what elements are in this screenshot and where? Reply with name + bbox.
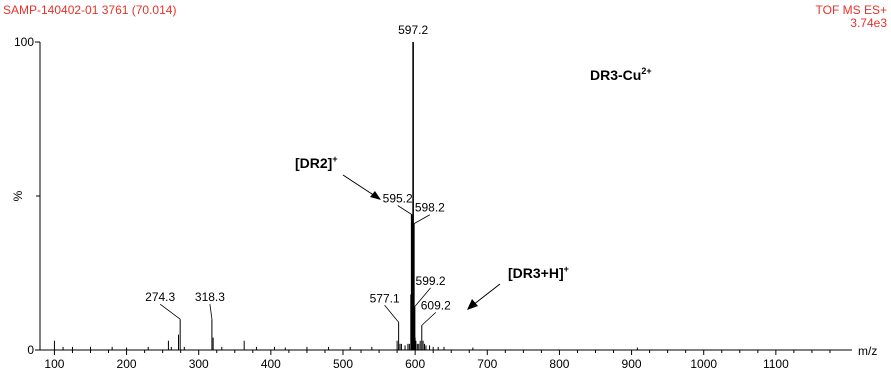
compound-name: DR3-Cu [590,67,641,83]
dr2-annotation: [DR2]+ [295,154,338,171]
x-tick-label: 700 [477,357,497,371]
dr3h-arrow-line [472,283,501,306]
peak-label-599.2: 599.2 [416,274,446,288]
x-tick-label: 900 [622,357,642,371]
sample-id-header: SAMP-140402-01 3761 (70.014) [3,3,176,17]
x-axis-label: m/z [858,344,877,358]
x-tick-label: 100 [44,357,64,371]
peak-label-577.1: 577.1 [370,291,400,305]
x-tick-label: 600 [405,357,425,371]
peak-label-318.3: 318.3 [195,290,225,304]
x-tick-label: 200 [117,357,137,371]
peak-leader-598.2 [413,214,431,225]
compound-annotation: DR3-Cu2+ [590,66,652,83]
y-tick-label: 100 [14,35,34,49]
dr2-name: [DR2] [295,155,332,171]
x-tick-label: 300 [189,357,209,371]
intensity-header: 3.74e3 [850,16,887,30]
scan-mode-header: TOF MS ES+ [816,3,887,17]
x-tick-label: 400 [261,357,281,371]
x-tick-label: 1000 [690,357,717,371]
dr3h-annotation: [DR3+H]+ [508,264,569,281]
x-tick-label: 1100 [763,357,789,371]
dr2-charge: + [332,154,337,164]
peak-label-598.2: 598.2 [415,201,445,215]
dr3h-arrowhead [467,299,478,310]
peak-label-609.2: 609.2 [421,298,451,312]
dr3h-charge: + [564,264,569,274]
y-axis-label: % [11,190,25,201]
axes: 100 200 300 400 500 600 700 800 900 1000 1100 0 100%… [11,35,877,371]
peak-label-597.2: 597.2 [398,23,428,37]
y-tick-label: 0 [27,343,34,357]
peak-leader-599.2 [414,287,431,308]
dr3h-name: [DR3+H] [508,265,564,281]
peak-leader-318.3 [209,304,213,320]
peak-label-274.3: 274.3 [145,290,175,304]
peaks [53,42,638,350]
dr2-arrowhead [370,191,381,200]
peak-leader-595.2 [397,205,412,215]
peak-leader-577.1 [384,305,399,323]
x-tick-label: 500 [333,357,353,371]
dr2-arrow-line [342,174,376,197]
compound-charge: 2+ [641,66,651,76]
x-tick-label: 800 [549,357,569,371]
peak-leader-609.2 [421,312,437,326]
peak-label-595.2: 595.2 [383,191,413,205]
peak-leader-274.3 [159,303,181,320]
peak-labels: 274.3 318.3 577.1 595.2 597.2 598.2 599.2 609.2 [145,23,451,326]
